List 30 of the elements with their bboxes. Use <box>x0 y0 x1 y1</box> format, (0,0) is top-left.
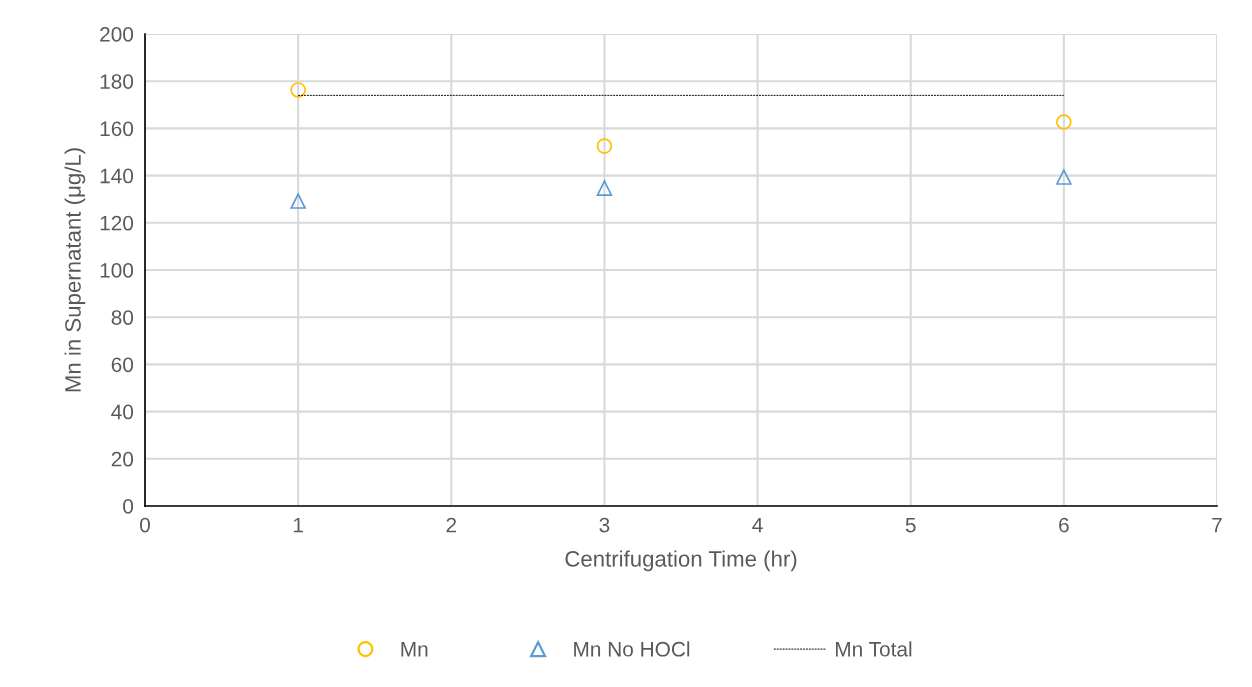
y-tick-label: 120 <box>100 215 134 231</box>
legend-label: Mn Total <box>835 641 912 657</box>
y-tick-label: 200 <box>100 27 134 42</box>
y-tick-label: 40 <box>111 404 134 420</box>
y-tick-label: 100 <box>100 263 134 278</box>
point <box>290 193 306 209</box>
point <box>596 180 613 196</box>
point <box>1056 114 1072 130</box>
x-axis-title: Centrifugation Time (hr) <box>565 550 797 572</box>
y-tick-label: 160 <box>100 121 134 137</box>
x-tick-label: 2 <box>446 517 457 533</box>
x-tick-label: 6 <box>1059 517 1069 533</box>
x-tick-label: 0 <box>140 517 150 533</box>
x-tick-label: 3 <box>599 517 610 533</box>
legend-label: Mn No HOCl <box>574 641 690 657</box>
y-axis-title: Mn in Supernatant (μg/L) <box>64 148 86 392</box>
y-tick-label: 140 <box>100 168 134 184</box>
y-tick-label: 60 <box>111 357 134 373</box>
y-tick-label: 80 <box>111 310 134 325</box>
point <box>1056 169 1072 185</box>
y-tick-label: 0 <box>123 499 134 514</box>
x-tick-label: 5 <box>905 517 916 533</box>
x-tick-label: 4 <box>752 517 763 533</box>
y-tick-label: 180 <box>100 74 134 89</box>
x-tick-label: 1 <box>293 517 303 533</box>
legend-label: Mn <box>401 642 428 657</box>
point <box>290 82 306 98</box>
y-tick-label: 20 <box>111 451 134 467</box>
point <box>596 138 613 154</box>
x-tick-label: 7 <box>1212 517 1222 533</box>
